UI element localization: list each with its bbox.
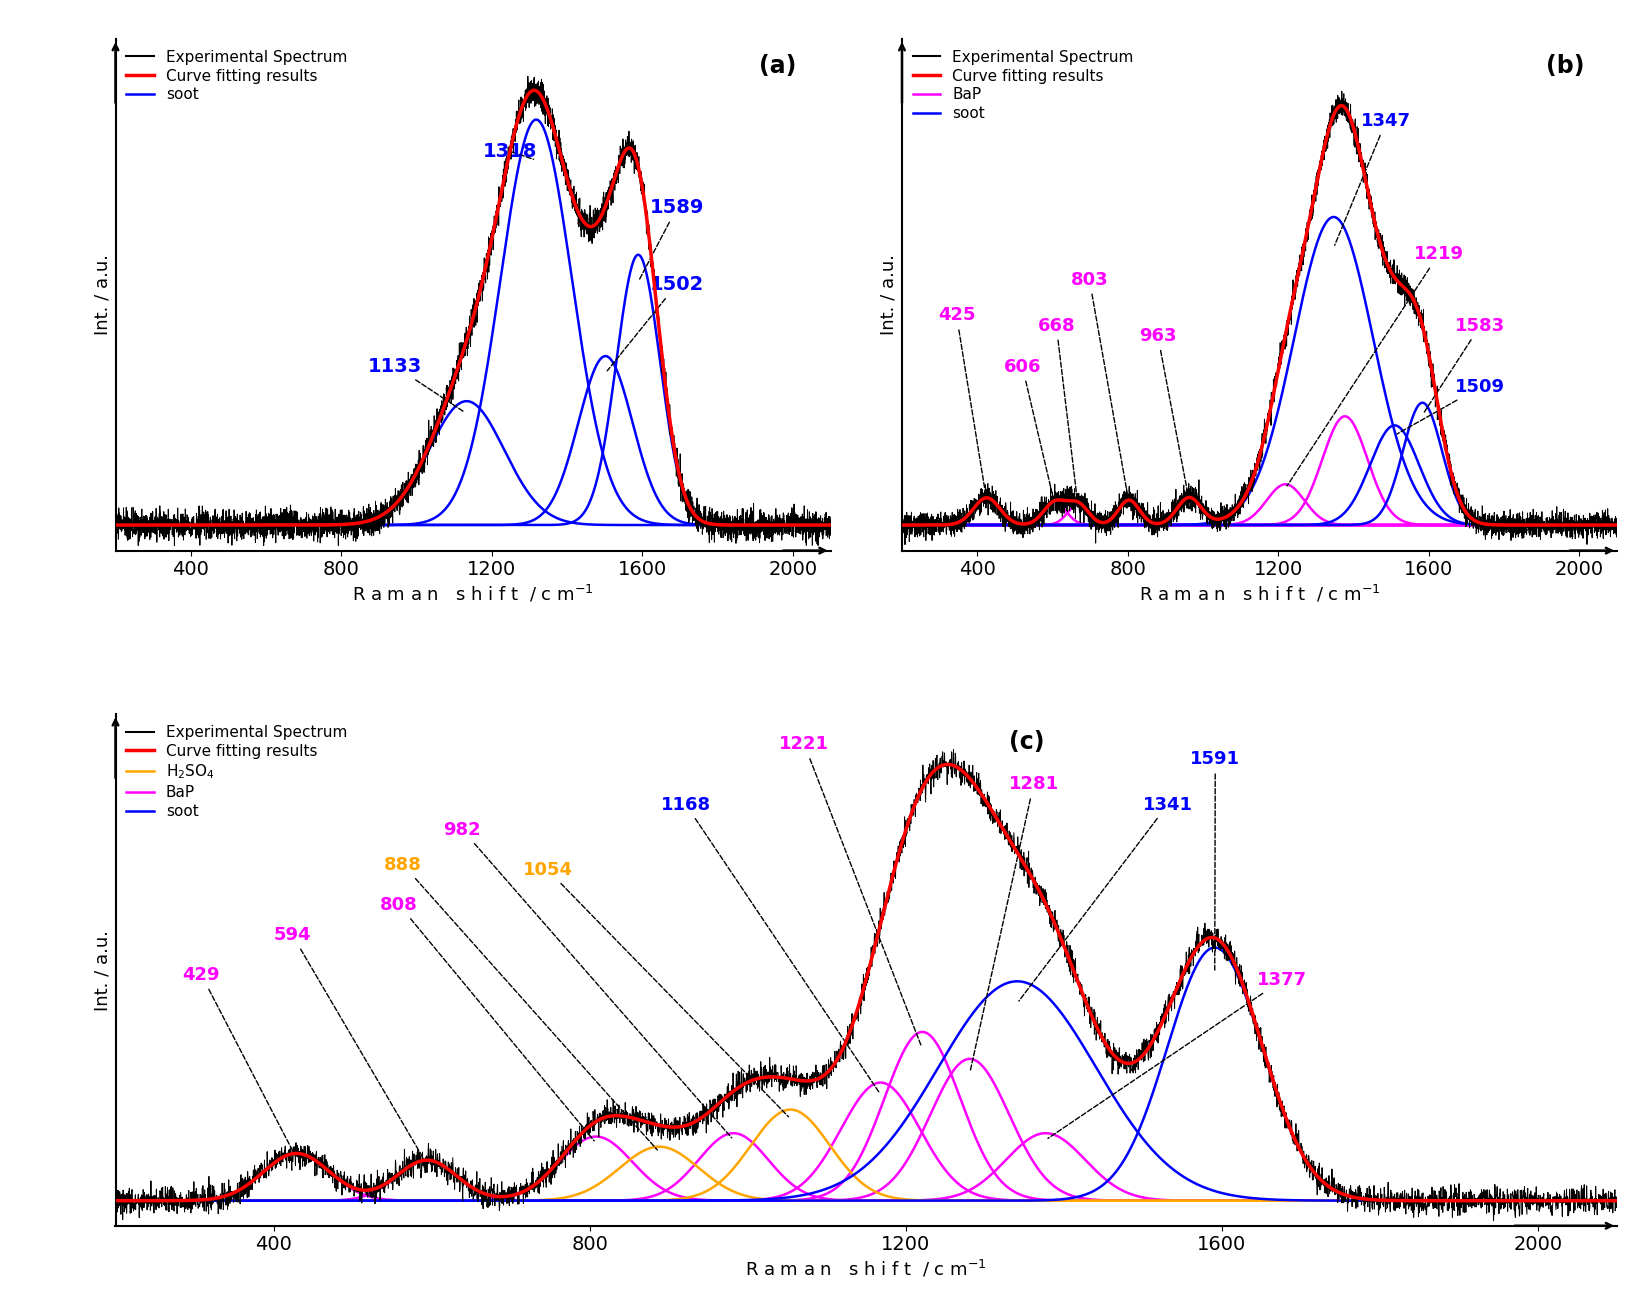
Text: 1341: 1341 — [1018, 795, 1193, 1001]
X-axis label: R a m a n   s h i f t  / c m$^{-1}$: R a m a n s h i f t / c m$^{-1}$ — [1138, 583, 1381, 605]
Text: 963: 963 — [1138, 327, 1188, 498]
Text: (c): (c) — [1008, 730, 1044, 754]
Text: 1221: 1221 — [779, 735, 921, 1046]
Text: 1133: 1133 — [368, 356, 464, 412]
Text: 1281: 1281 — [970, 776, 1059, 1071]
Text: (a): (a) — [759, 55, 797, 78]
Legend: Experimental Spectrum, Curve fitting results, BaP, soot: Experimental Spectrum, Curve fitting res… — [909, 47, 1137, 124]
Text: 594: 594 — [274, 926, 426, 1162]
Text: 1589: 1589 — [640, 198, 705, 279]
Text: 808: 808 — [380, 896, 594, 1141]
Text: 1502: 1502 — [607, 275, 705, 370]
Text: 1168: 1168 — [660, 795, 879, 1091]
Text: 982: 982 — [444, 820, 731, 1138]
Text: 425: 425 — [937, 306, 987, 498]
Text: 1054: 1054 — [523, 861, 789, 1116]
X-axis label: R a m a n   s h i f t  / c m$^{-1}$: R a m a n s h i f t / c m$^{-1}$ — [351, 583, 594, 605]
Text: 1377: 1377 — [1048, 971, 1307, 1138]
Text: 1347: 1347 — [1335, 112, 1411, 245]
Y-axis label: Int. / a.u.: Int. / a.u. — [94, 930, 111, 1011]
Text: 668: 668 — [1038, 317, 1077, 503]
Y-axis label: Int. / a.u.: Int. / a.u. — [879, 254, 898, 335]
Text: 606: 606 — [1003, 357, 1054, 502]
Y-axis label: Int. / a.u.: Int. / a.u. — [94, 254, 111, 335]
X-axis label: R a m a n   s h i f t  / c m$^{-1}$: R a m a n s h i f t / c m$^{-1}$ — [746, 1258, 987, 1279]
Text: 888: 888 — [384, 855, 657, 1150]
Text: 429: 429 — [183, 966, 295, 1155]
Text: 1509: 1509 — [1398, 378, 1505, 434]
Text: 1591: 1591 — [1190, 750, 1241, 970]
Text: (b): (b) — [1546, 55, 1584, 78]
Legend: Experimental Spectrum, Curve fitting results, soot: Experimental Spectrum, Curve fitting res… — [124, 47, 350, 106]
Text: 1219: 1219 — [1287, 245, 1464, 486]
Text: 1318: 1318 — [482, 142, 536, 160]
Text: 1583: 1583 — [1424, 317, 1505, 412]
Text: 803: 803 — [1071, 271, 1129, 499]
Legend: Experimental Spectrum, Curve fitting results, H$_2$SO$_4$, BaP, soot: Experimental Spectrum, Curve fitting res… — [124, 722, 350, 822]
